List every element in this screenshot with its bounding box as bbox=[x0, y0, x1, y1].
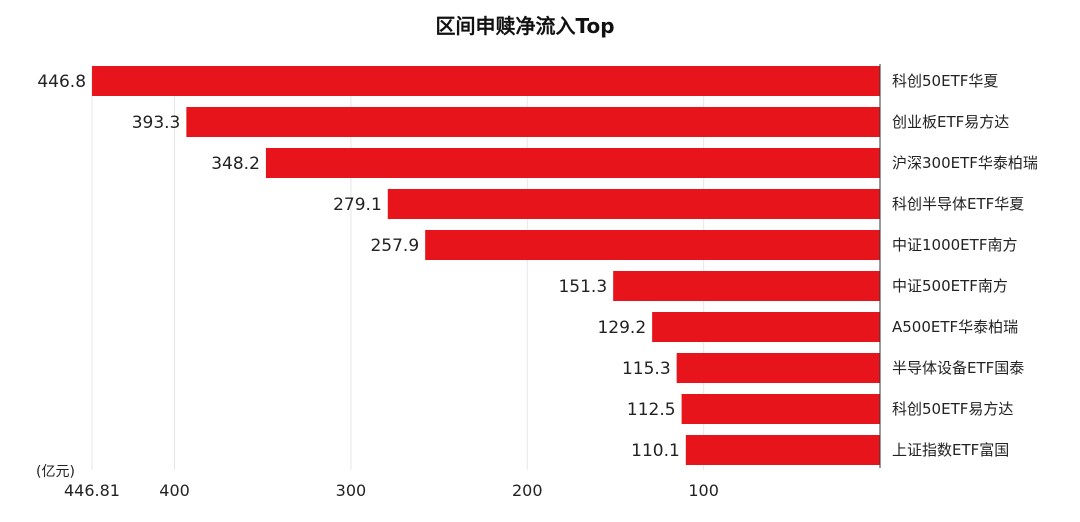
bar-value-label: 112.5 bbox=[627, 400, 676, 420]
category-label: 科创50ETF易方达 bbox=[892, 400, 1013, 418]
category-label: 中证1000ETF南方 bbox=[892, 236, 1017, 254]
bar-value-label: 129.2 bbox=[597, 318, 646, 338]
bar-value-label: 110.1 bbox=[631, 441, 680, 461]
category-label: 半导体设备ETF国泰 bbox=[892, 359, 1024, 377]
category-label: 中证500ETF南方 bbox=[892, 277, 1008, 295]
category-label: A500ETF华泰柏瑞 bbox=[892, 318, 1018, 336]
bar bbox=[652, 312, 880, 342]
category-label: 科创半导体ETF华夏 bbox=[892, 195, 1024, 213]
tick-label-layer: 446.81 400 300 200 100 bbox=[64, 481, 719, 500]
x-tick-label: 200 bbox=[512, 481, 543, 500]
category-label: 沪深300ETF华泰柏瑞 bbox=[892, 154, 1038, 172]
chart-title: 区间申赎净流入Top bbox=[435, 14, 614, 38]
category-label: 科创50ETF华夏 bbox=[892, 72, 998, 90]
bar bbox=[676, 353, 880, 383]
bar bbox=[685, 435, 880, 465]
value-label-layer: 446.8 393.3 348.2 279.1 257.9 151.3 129.2 115.3… bbox=[37, 72, 679, 461]
bar-value-label: 279.1 bbox=[333, 195, 382, 215]
x-tick-label: 400 bbox=[159, 481, 190, 500]
bar bbox=[387, 189, 880, 219]
bar-layer bbox=[92, 66, 880, 465]
axis-unit-label: (亿元) bbox=[36, 464, 75, 480]
bar-value-label: 348.2 bbox=[211, 154, 260, 174]
bar bbox=[425, 230, 880, 260]
bar bbox=[681, 394, 880, 424]
category-label-layer: 科创50ETF华夏创业板ETF易方达沪深300ETF华泰柏瑞科创半导体ETF华夏… bbox=[892, 72, 1038, 459]
bar-value-label: 257.9 bbox=[370, 236, 419, 256]
x-tick-label: 300 bbox=[336, 481, 367, 500]
bar bbox=[265, 148, 880, 178]
x-tick-label: 100 bbox=[688, 481, 719, 500]
bar bbox=[92, 66, 880, 96]
bar bbox=[613, 271, 880, 301]
bar-value-label: 151.3 bbox=[558, 277, 607, 297]
bar-value-label: 393.3 bbox=[132, 113, 181, 133]
bar-value-label: 446.8 bbox=[37, 72, 86, 92]
x-tick-label: 446.81 bbox=[64, 481, 120, 500]
category-label: 创业板ETF易方达 bbox=[892, 113, 1009, 131]
category-label: 上证指数ETF富国 bbox=[892, 441, 1009, 459]
bar bbox=[186, 107, 880, 137]
bar-value-label: 115.3 bbox=[622, 359, 671, 379]
